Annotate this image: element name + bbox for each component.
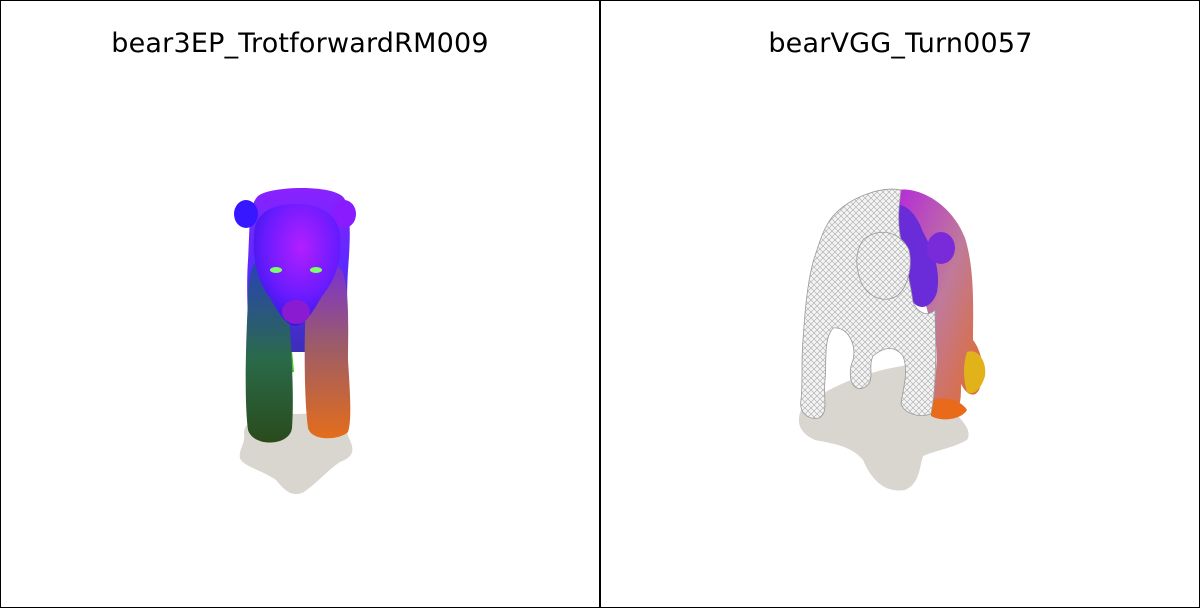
- wireframe-head: [856, 231, 911, 300]
- front-leg-right: [304, 263, 351, 439]
- orange-foot: [931, 398, 967, 420]
- eye-right: [310, 267, 322, 273]
- left-panel: bear3EP_TrotforwardRM009: [0, 0, 599, 608]
- bear-head: [253, 204, 341, 326]
- ear-right: [332, 200, 356, 228]
- ear-left: [234, 200, 258, 228]
- right-panel: bearVGG_Turn0057: [601, 0, 1200, 608]
- eye-left: [270, 267, 282, 273]
- purple-patch: [896, 204, 939, 307]
- yellow-foot: [964, 351, 986, 394]
- bear-muzzle: [282, 300, 310, 324]
- panel-divider: [599, 0, 601, 608]
- purple-ear-right: [927, 232, 955, 264]
- bear-render-left: [234, 188, 356, 495]
- left-panel-title: bear3EP_TrotforwardRM009: [111, 28, 489, 59]
- right-panel-title: bearVGG_Turn0057: [768, 28, 1033, 59]
- bear-render-right: [798, 188, 986, 491]
